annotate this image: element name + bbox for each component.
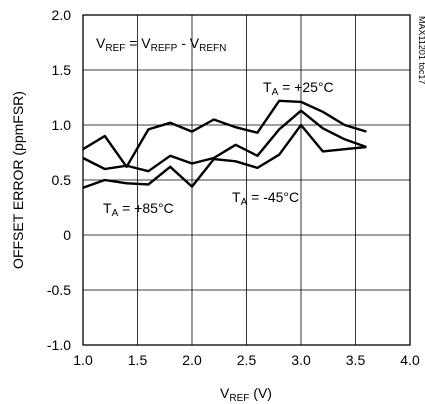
y-tick-label: 1.0: [52, 117, 72, 133]
x-tick-label: 1.5: [128, 352, 148, 368]
vref-formula-annotation: VREF = VREFP - VREFN: [96, 35, 226, 54]
y-tick-label: 2.0: [52, 7, 72, 23]
series-line-m45c: [82, 109, 367, 173]
y-tick-label: 0.5: [52, 172, 72, 188]
figure-id-watermark: MAX11201 toc17: [417, 16, 425, 84]
plot-frame: [82, 14, 411, 346]
grid: [83, 15, 410, 345]
x-tick-label: 3.5: [346, 352, 366, 368]
series-line-25c: [82, 99, 367, 169]
x-tick-label: 4.0: [400, 352, 420, 368]
series-label-85c: TA = +85°C: [103, 200, 174, 219]
series-line-85c: [82, 123, 367, 189]
x-tick-label: 1.0: [73, 352, 93, 368]
series-group: [82, 99, 367, 189]
y-tick-label: 0: [63, 227, 71, 243]
series-label-25c: TA = +25°C: [263, 79, 334, 98]
series-label-m45c: TA = -45°C: [232, 189, 299, 208]
tick-labels: 1.0 1.5 2.0 2.5 3.0 3.5 4.0 2.0 1.5 1.0 0.5 0 -0.5 -1…: [47, 7, 420, 368]
y-tick-label: 1.5: [52, 62, 72, 78]
x-tick-label: 3.0: [291, 352, 311, 368]
y-tick-label: -0.5: [47, 282, 71, 298]
y-tick-label: -1.0: [47, 337, 71, 353]
x-tick-label: 2.5: [237, 352, 257, 368]
x-axis-label: VREF (V): [220, 385, 272, 404]
y-axis-label: OFFSET ERROR (ppmFSR): [10, 91, 26, 269]
x-tick-label: 2.0: [182, 352, 202, 368]
